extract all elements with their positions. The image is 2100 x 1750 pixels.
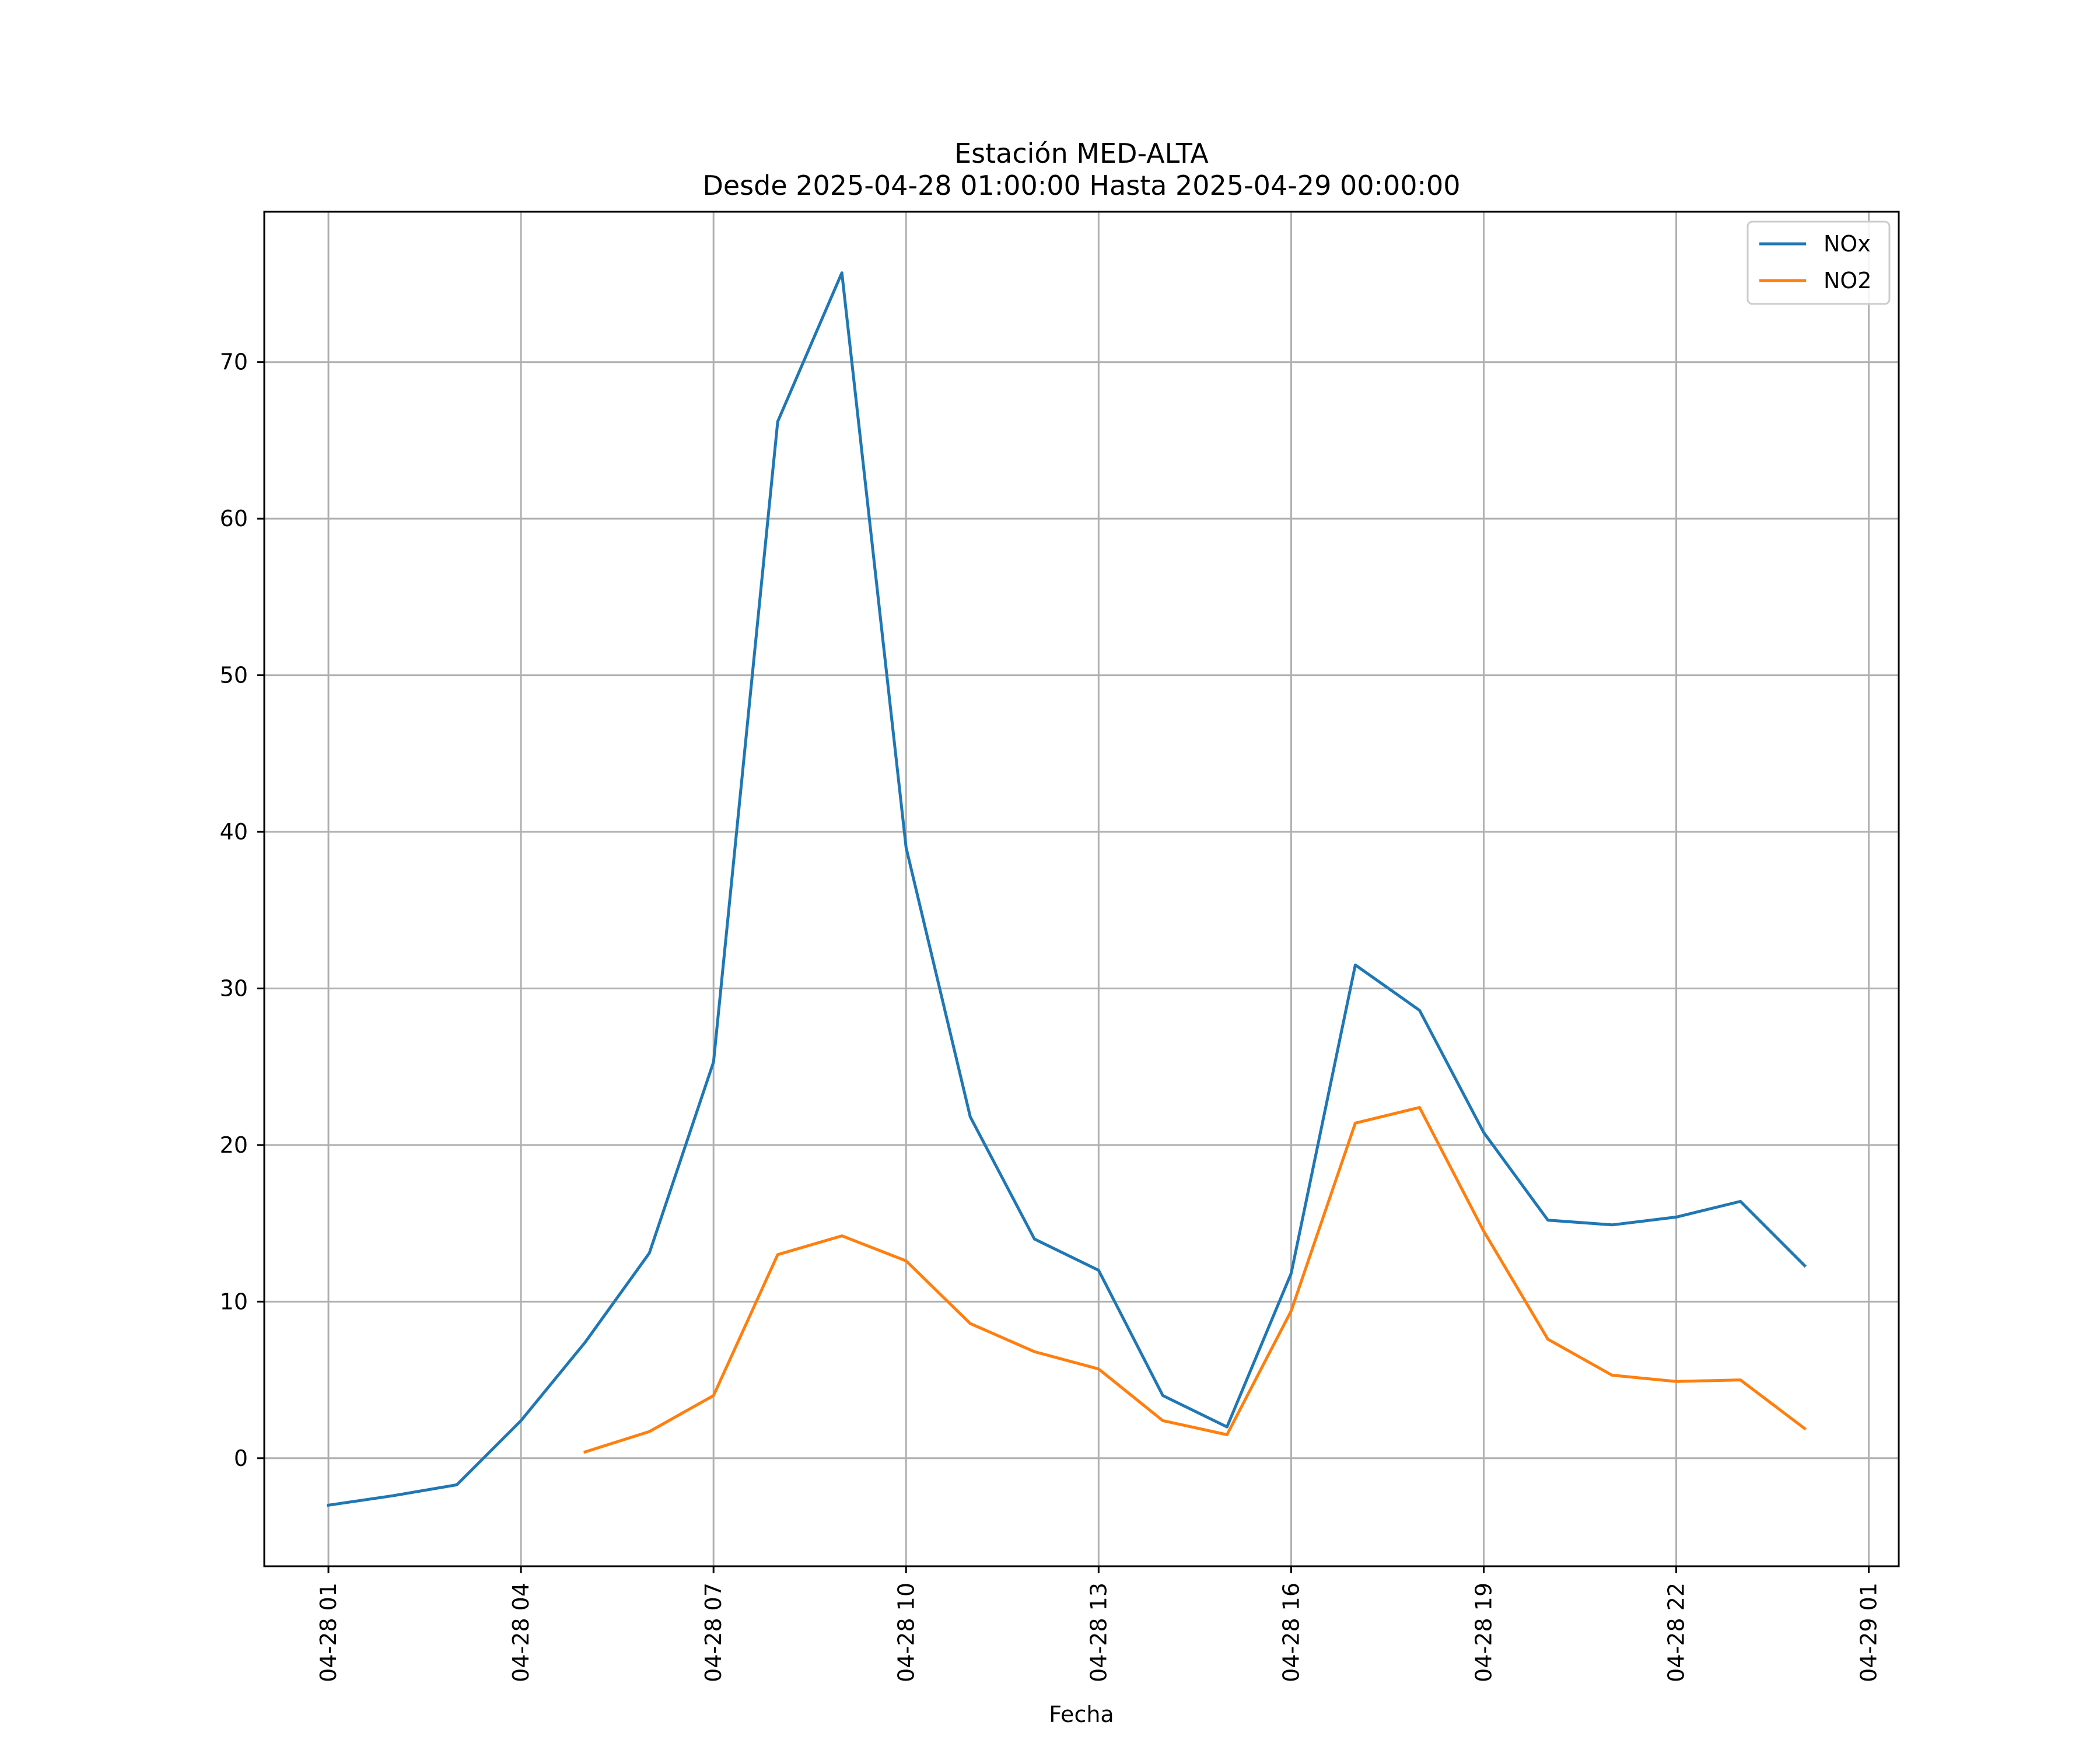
x-tick-label: 04-28 19 — [1471, 1583, 1496, 1682]
legend-frame — [1746, 220, 1891, 305]
series-line-nox — [327, 271, 1807, 1507]
y-tick-label: 60 — [220, 506, 248, 531]
series-lines — [327, 271, 1807, 1507]
chart-title: Estación MED-ALTA — [954, 138, 1209, 169]
y-tick-label: 50 — [220, 663, 248, 688]
x-tick-label: 04-28 10 — [893, 1583, 919, 1682]
x-tick-label: 04-28 22 — [1664, 1583, 1689, 1682]
plot-frame — [263, 211, 1900, 1567]
y-tick-label: 0 — [234, 1446, 248, 1471]
y-tick-label: 10 — [220, 1289, 248, 1314]
x-tick-label: 04-28 04 — [508, 1583, 534, 1682]
x-tick-label: 04-28 01 — [316, 1583, 341, 1682]
legend: NOx NO2 — [1746, 220, 1891, 305]
y-tick-label: 70 — [220, 349, 248, 375]
chart-subtitle: Desde 2025-04-28 01:00:00 Hasta 2025-04-… — [702, 170, 1460, 201]
legend-label-no2: NO2 — [1824, 268, 1872, 293]
x-tick-label: 04-28 07 — [701, 1583, 726, 1682]
y-axis-ticks: 0 10 20 30 40 50 60 70 — [220, 349, 264, 1471]
x-tick-label: 04-29 01 — [1856, 1583, 1882, 1682]
grid-lines — [264, 212, 1899, 1566]
x-axis-label: Fecha — [1049, 1702, 1114, 1727]
y-tick-label: 40 — [220, 819, 248, 845]
y-tick-label: 20 — [220, 1132, 248, 1158]
x-tick-label: 04-28 13 — [1086, 1583, 1111, 1682]
y-tick-label: 30 — [220, 975, 248, 1001]
legend-label-nox: NOx — [1824, 231, 1871, 257]
x-tick-label: 04-28 16 — [1278, 1583, 1304, 1682]
series-line-no2 — [583, 1106, 1807, 1454]
x-axis-ticks: 04-28 01 04-28 04 04-28 07 04-28 10 04-28 13… — [316, 1566, 1882, 1682]
